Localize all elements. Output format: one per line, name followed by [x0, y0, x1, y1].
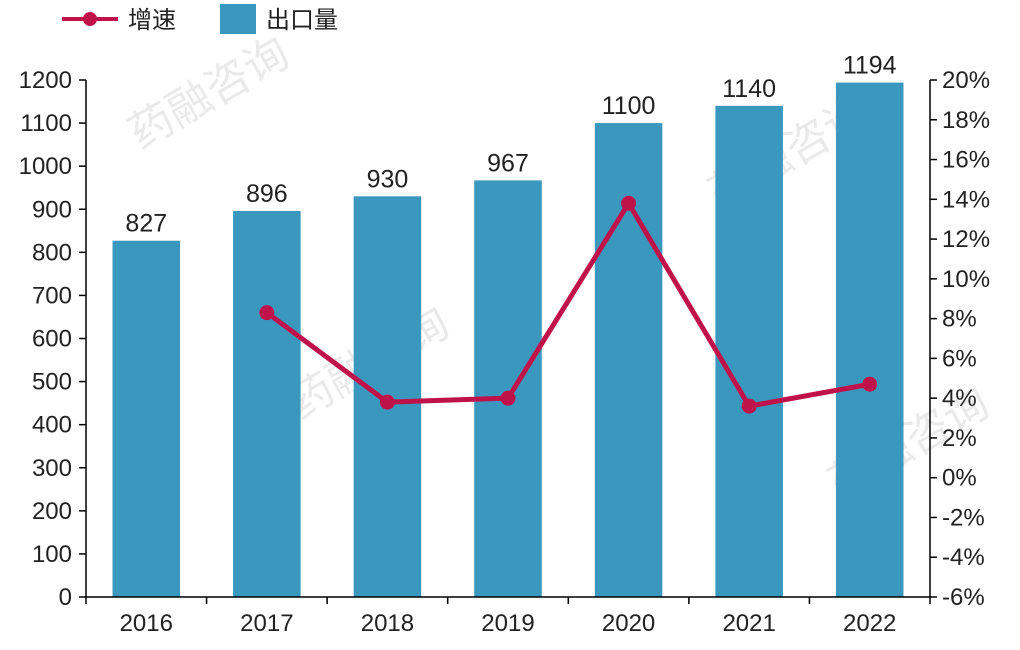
bar — [233, 210, 301, 597]
bar — [835, 82, 904, 597]
y-right-tick-label: 2% — [942, 425, 977, 452]
bar-data-label: 930 — [367, 165, 409, 193]
growth-point — [379, 394, 395, 410]
y-left-tick-label: 600 — [32, 326, 72, 353]
y-left-tick-label: 100 — [32, 541, 72, 568]
y-right-tick-label: 14% — [942, 186, 990, 213]
growth-point — [741, 398, 757, 414]
y-right-tick-label: -6% — [942, 584, 985, 611]
y-left-tick-label: 400 — [32, 412, 72, 439]
bar-data-label: 896 — [246, 180, 288, 208]
y-right-tick-label: 6% — [942, 345, 977, 372]
y-left-tick-label: 1100 — [20, 110, 72, 137]
bar-series — [112, 82, 904, 598]
bar — [474, 180, 542, 598]
watermark-text: 药融咨询 — [120, 27, 298, 159]
bar-data-label: 967 — [487, 149, 529, 177]
bar-data-label: 1194 — [843, 52, 897, 80]
y-left-tick-label: 300 — [32, 455, 72, 482]
y-left-tick-label: 500 — [32, 369, 72, 396]
legend-bar-swatch — [220, 4, 256, 34]
y-left-tick-label: 0 — [59, 584, 72, 611]
y-left-tick-label: 800 — [32, 239, 72, 266]
bar-data-label: 1100 — [602, 92, 656, 120]
x-tick-label: 2018 — [361, 610, 414, 637]
y-right-tick-label: 18% — [942, 107, 990, 134]
x-tick-label: 2020 — [602, 610, 655, 637]
legend: 增速 出口量 — [62, 4, 338, 34]
y-right-tick-label: 10% — [942, 266, 990, 293]
growth-point — [500, 390, 516, 406]
bar-data-labels: 827 896 930 967 1100 1140 1194 — [125, 52, 896, 238]
y-left-tick-label: 1200 — [19, 67, 72, 94]
x-tick-label: 2021 — [722, 610, 775, 637]
growth-point — [259, 305, 275, 321]
axes: 0 100 200 300 400 500 600 700 800 900 1000 1100 1200… — [19, 67, 990, 637]
x-tick-label: 2017 — [240, 610, 293, 637]
x-tick-label: 2022 — [843, 610, 896, 637]
legend-bar-label: 出口量 — [266, 6, 338, 34]
bar — [594, 123, 663, 597]
growth-line — [265, 200, 871, 409]
growth-point — [862, 376, 878, 392]
y-right-tick-label: -4% — [942, 544, 985, 571]
x-tick-label: 2016 — [120, 610, 173, 637]
growth-point — [621, 195, 637, 211]
y-left-tick-label: 1000 — [19, 153, 72, 180]
bar — [112, 240, 181, 597]
y-left-tick-label: 900 — [32, 196, 72, 223]
x-tick-label: 2019 — [481, 610, 534, 637]
y-right-tick-label: 4% — [942, 385, 977, 412]
legend-line-marker — [83, 12, 97, 26]
line-series — [259, 195, 878, 414]
y-right-tick-label: 20% — [942, 67, 990, 94]
y-right-tick-label: 8% — [942, 306, 977, 333]
y-right-tick-label: 16% — [942, 147, 990, 174]
y-left-tick-label: 200 — [32, 498, 72, 525]
y-right-tick-label: 0% — [942, 465, 977, 492]
y-right-tick-label: 12% — [942, 226, 990, 253]
y-right-tick-label: -2% — [942, 504, 985, 531]
bar-data-label: 1140 — [722, 75, 776, 103]
legend-line-label: 增速 — [128, 6, 176, 34]
bar — [715, 105, 783, 597]
y-left-tick-label: 700 — [32, 282, 72, 309]
bar-data-label: 827 — [125, 210, 167, 238]
